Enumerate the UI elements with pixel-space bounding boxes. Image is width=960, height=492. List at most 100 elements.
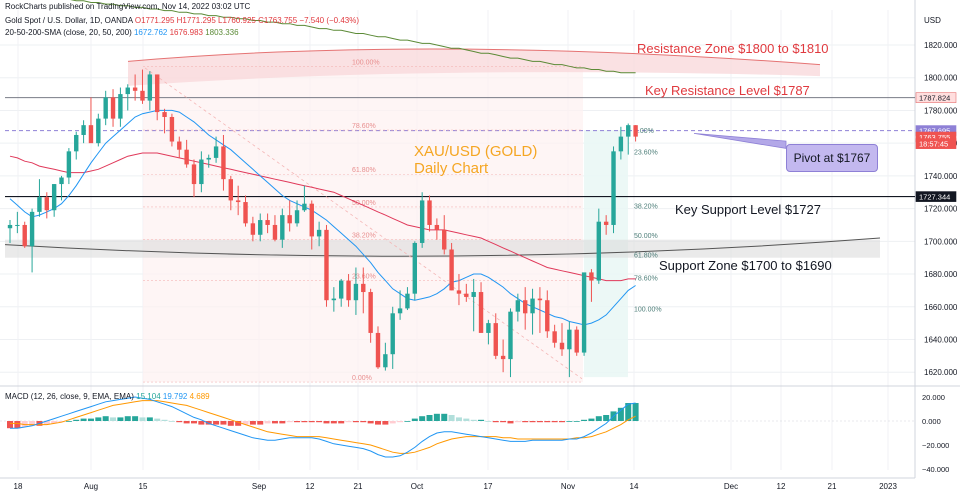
candle-body — [51, 184, 57, 211]
candle-body — [7, 224, 13, 229]
price-tick-label: 1800.000 — [924, 74, 958, 83]
candle-body — [567, 329, 572, 350]
fib-right-label: 0.00% — [634, 128, 654, 135]
fib-right-label: 61.80% — [634, 252, 658, 259]
fib-left-label: 38.20% — [352, 233, 376, 240]
candle-body — [581, 272, 587, 353]
candle-body — [559, 342, 565, 350]
candle-body — [110, 97, 116, 119]
macd-histogram-bar — [595, 416, 602, 421]
price-tick-label: 1720.000 — [924, 205, 958, 214]
resistance-zone-label: Resistance Zone $1800 to $1810 — [637, 41, 829, 56]
chart-title-line2: Daily Chart — [414, 160, 489, 177]
macd-histogram-bar — [448, 415, 455, 421]
candle-body — [368, 292, 373, 333]
candle-body — [331, 298, 337, 301]
macd-histogram-bar — [124, 416, 131, 421]
candle-body — [530, 298, 535, 314]
support-zone-label: Support Zone $1700 to $1690 — [659, 258, 832, 273]
macd-histogram-bar — [478, 419, 485, 421]
candle-body — [515, 300, 521, 312]
macd-label: MACD (12, 26, close, 9, EMA, EMA) — [5, 392, 134, 401]
pivot-tag: 1767.695 — [919, 127, 950, 136]
macd-histogram-bar — [625, 403, 632, 421]
key-support-tag: 1727.344 — [919, 193, 950, 202]
key-support-tag-bg — [915, 191, 957, 202]
macd-histogram-bar — [514, 421, 521, 423]
macd-histogram-bar — [581, 419, 588, 421]
macd-histogram-bar — [205, 421, 212, 425]
macd-histogram-bar — [264, 421, 271, 424]
price-tick-label: 1740.000 — [924, 172, 958, 181]
candle-body — [405, 293, 410, 309]
candle-body — [471, 292, 476, 297]
candle-body — [265, 220, 270, 225]
macd-histogram-bar — [43, 421, 50, 425]
macd-histogram-bar — [191, 421, 197, 424]
candle-body — [96, 118, 101, 144]
macd-histogram-bar — [522, 421, 529, 423]
candle-body — [552, 331, 557, 343]
fib-left-label: 100.00% — [352, 59, 380, 66]
macd-histogram-bar — [58, 421, 65, 423]
macd-histogram-bar — [433, 413, 440, 421]
candle-body — [243, 202, 248, 224]
candle-body — [132, 87, 138, 91]
candle-body — [199, 159, 204, 185]
fib-left-label: 23.60% — [352, 274, 376, 281]
key-support-label: Key Support Level $1727 — [675, 202, 821, 217]
price-tick-label: 1780.000 — [924, 106, 958, 115]
macd-histogram-bar — [29, 421, 36, 426]
time-tick-label: Nov — [561, 482, 575, 491]
macd-histogram-bar — [286, 421, 293, 423]
candle-body — [88, 125, 94, 144]
macd-histogram-bar — [132, 416, 139, 421]
candle-body — [309, 203, 314, 237]
candle-body — [184, 149, 189, 165]
macd-histogram-bar — [257, 421, 264, 425]
fib-right-label: 78.60% — [634, 275, 658, 282]
macd-histogram-bar — [411, 418, 418, 421]
candle-body — [15, 224, 20, 226]
candle-body — [37, 197, 42, 212]
macd-histogram-bar — [551, 421, 558, 423]
macd-line-value: 19.792 — [162, 392, 188, 401]
candle-body — [493, 323, 498, 356]
sma-legend[interactable]: 20-50-200-SMA (close, 20, 50, 200) 1672.… — [5, 28, 239, 37]
macd-histogram-bar — [375, 421, 381, 425]
sma20-value: 1672.762 — [133, 28, 168, 37]
candle-body — [361, 283, 366, 293]
candle-body — [169, 116, 175, 142]
key-resistance-tag-bg — [915, 92, 957, 103]
time-tick-label: 18 — [14, 482, 23, 491]
candle-body — [66, 151, 72, 178]
sma200-value: 1803.336 — [205, 28, 239, 37]
macd-histogram-bar — [139, 417, 146, 421]
macd-histogram-bar — [419, 416, 426, 421]
candle-body — [434, 224, 440, 230]
candle-body — [140, 90, 145, 101]
time-tick-label: 12 — [777, 482, 786, 491]
macd-histogram-bar — [161, 419, 168, 421]
price-axis-unit: USD — [924, 16, 941, 25]
candle-body — [419, 200, 425, 243]
macd-histogram-bar — [536, 421, 543, 423]
macd-legend[interactable]: MACD (12, 26, close, 9, EMA, EMA) 15.104… — [5, 392, 210, 401]
time-tick-label: Oct — [411, 482, 424, 491]
candle-body — [287, 215, 292, 224]
candle-body — [213, 146, 219, 158]
fib-right-label: 50.00% — [634, 233, 658, 240]
sma200-line — [70, 0, 636, 74]
candle-body — [162, 112, 167, 117]
candle-body — [412, 242, 417, 294]
macd-histogram-bar — [198, 421, 205, 425]
macd-histogram-bar — [441, 413, 448, 421]
macd-histogram-bar — [73, 419, 80, 421]
key-resistance-tag: 1787.824 — [919, 94, 950, 103]
macd-histogram-bar — [463, 418, 470, 421]
ohlc-values: O1771.295 H1771.295 L1760.925 C1763.755 … — [134, 16, 360, 25]
macd-histogram-bar — [492, 421, 499, 423]
macd-histogram-bar — [360, 421, 367, 423]
candle-body — [508, 311, 513, 360]
macd-histogram-bar — [7, 421, 13, 429]
